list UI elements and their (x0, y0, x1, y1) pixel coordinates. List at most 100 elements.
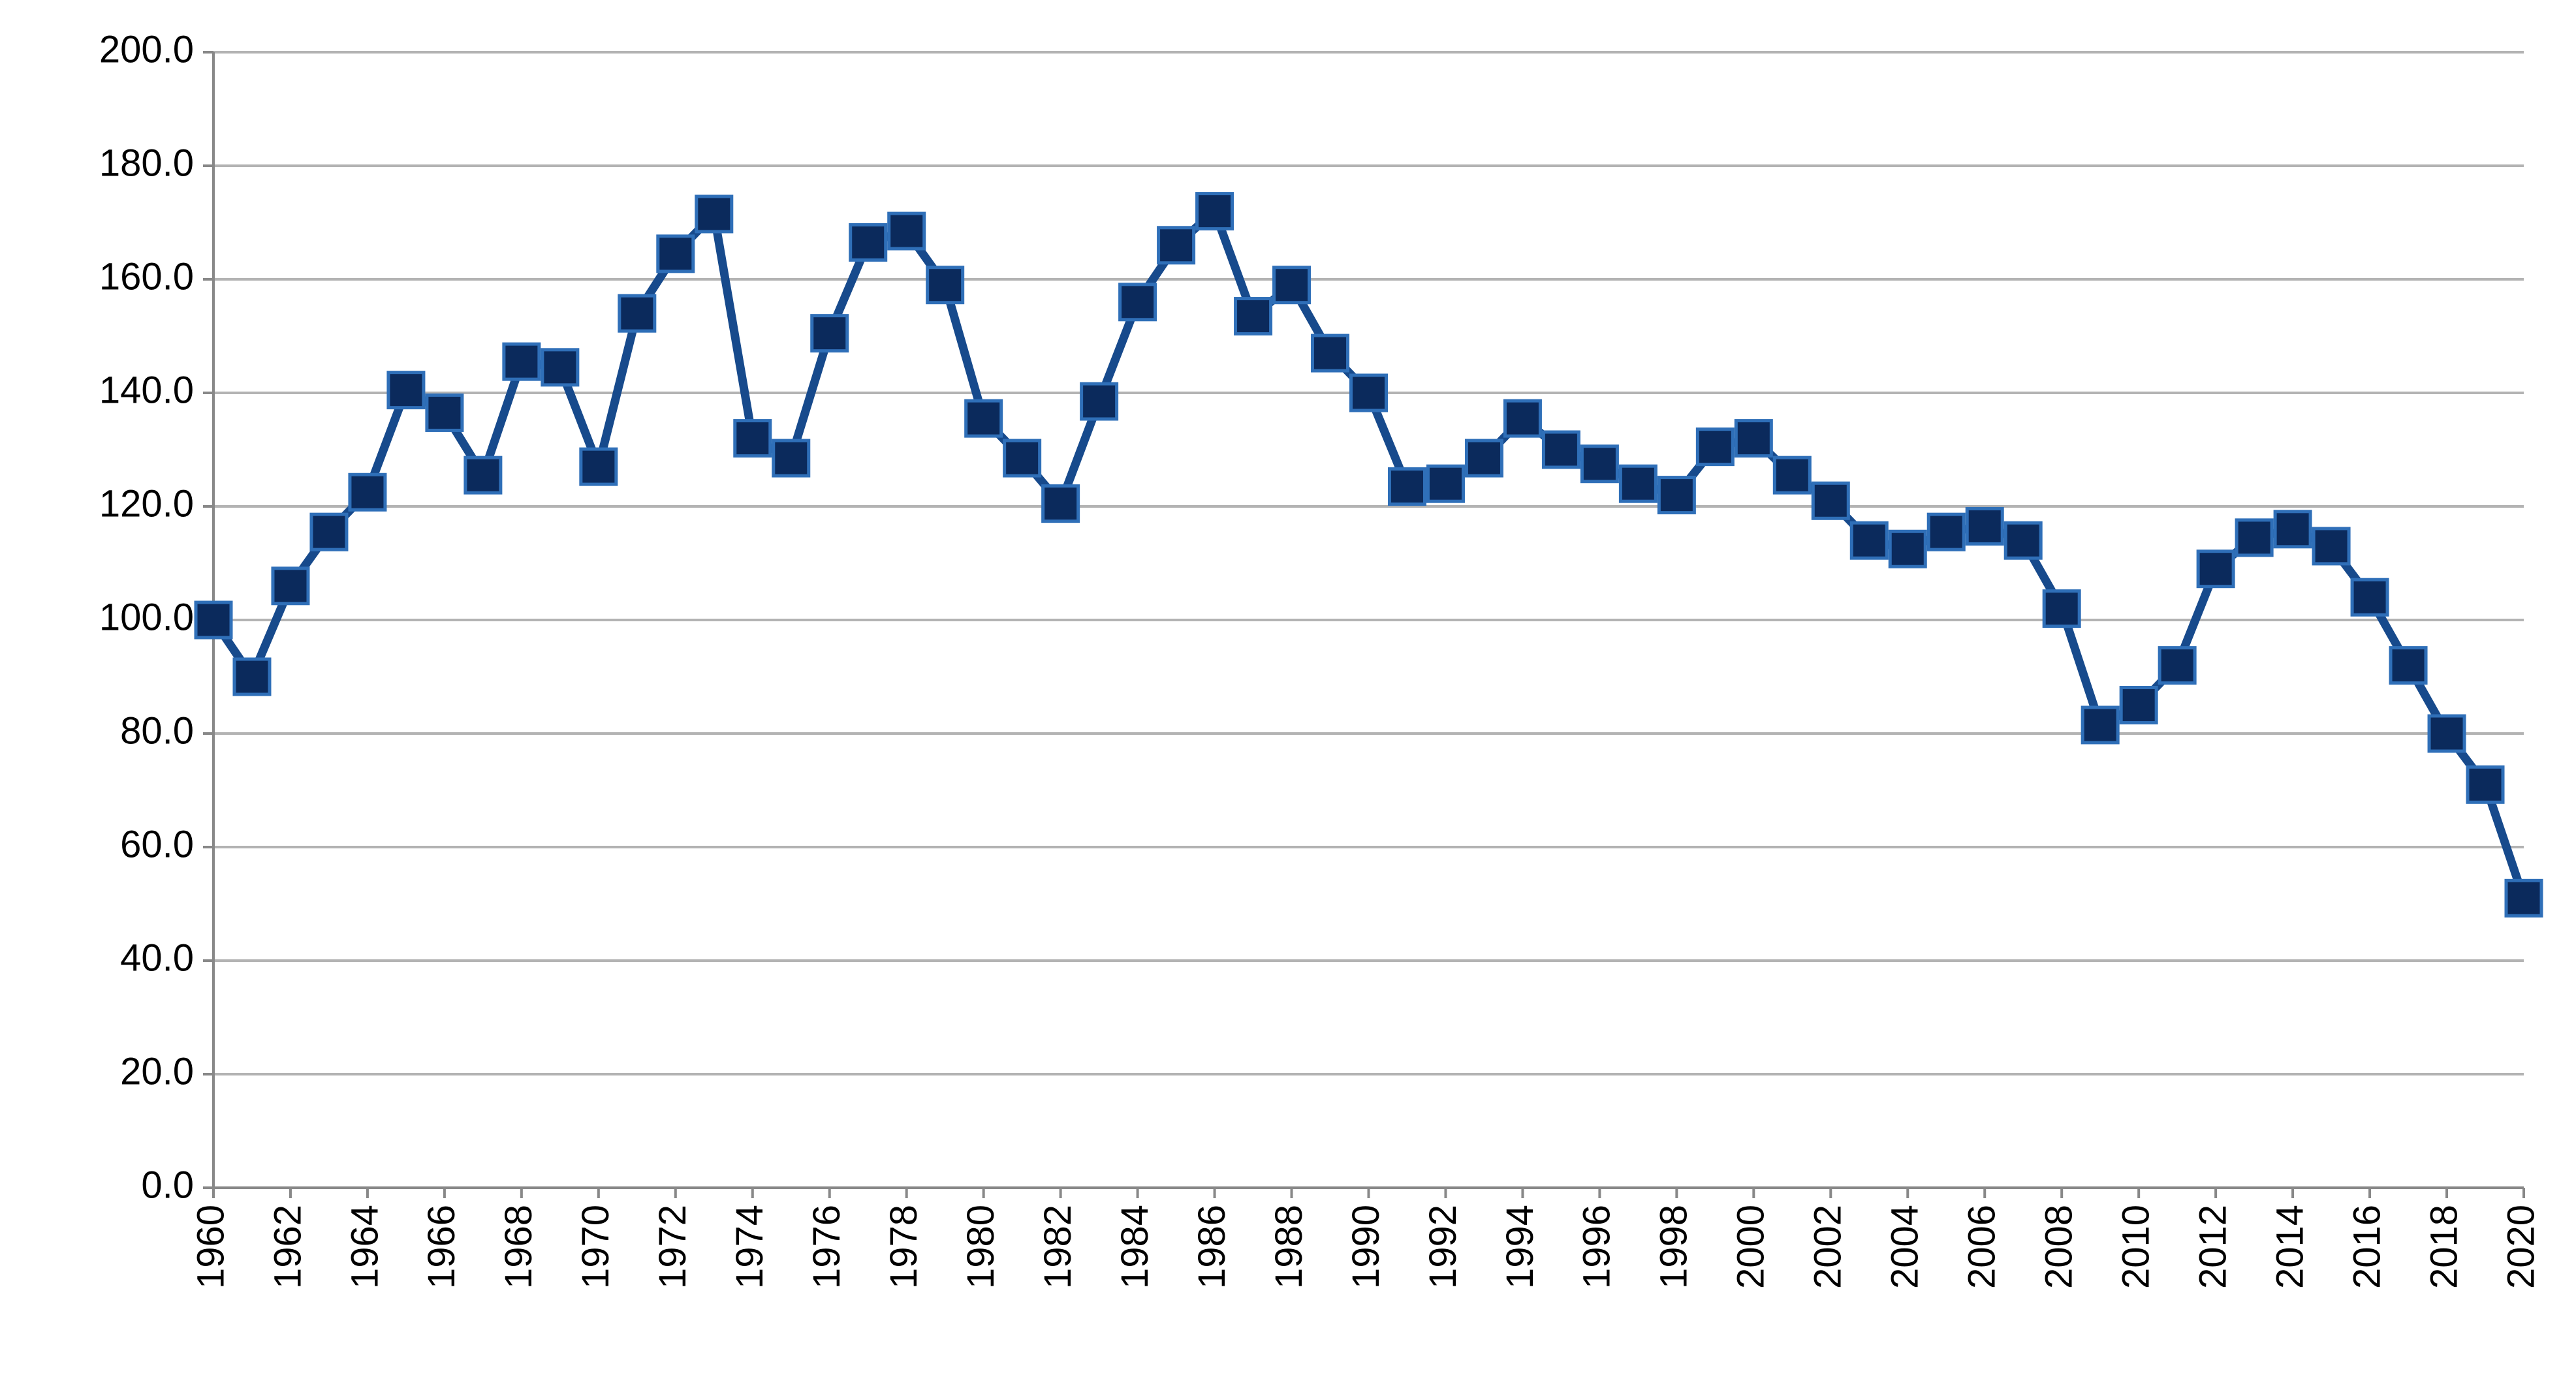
marker (2003, 521, 2043, 560)
x-tick-label: 1980 (960, 1205, 1002, 1289)
marker (2389, 646, 2428, 685)
marker (772, 439, 811, 478)
x-tick-label: 1976 (806, 1205, 848, 1289)
marker (2312, 527, 2351, 566)
marker (2427, 714, 2466, 753)
marker (695, 194, 734, 234)
marker (2158, 646, 2197, 685)
marker (1387, 467, 1426, 506)
marker (232, 657, 272, 696)
marker (1157, 226, 1196, 265)
marker (1195, 192, 1234, 231)
x-tick-label: 1986 (1191, 1205, 1233, 1289)
x-tick-label: 2020 (2500, 1205, 2542, 1289)
marker (1041, 484, 1080, 523)
x-tick-label: 1966 (420, 1205, 463, 1289)
marker (425, 393, 464, 432)
marker (1118, 283, 1157, 322)
x-tick-label: 1968 (497, 1205, 540, 1289)
marker (1657, 476, 1696, 515)
x-tick-label: 1988 (1268, 1205, 1310, 1289)
x-tick-label: 1982 (1037, 1205, 1079, 1289)
marker (1888, 529, 1927, 568)
marker (926, 266, 965, 305)
x-tick-label: 1990 (1345, 1205, 1387, 1289)
marker (1541, 430, 1580, 469)
x-tick-label: 2016 (2346, 1205, 2388, 1289)
marker (1811, 481, 1850, 520)
marker (502, 342, 541, 381)
x-tick-label: 1978 (883, 1205, 925, 1289)
x-tick-label: 2000 (1730, 1205, 1772, 1289)
x-tick-label: 1996 (1576, 1205, 1618, 1289)
marker (1580, 444, 1619, 484)
marker (271, 566, 310, 606)
y-tick-label: 0.0 (141, 1164, 194, 1206)
marker (1080, 382, 1119, 421)
x-tick-label: 2010 (2114, 1205, 2157, 1289)
marker (1618, 464, 1657, 503)
marker (1503, 399, 1542, 438)
y-tick-label: 120.0 (99, 482, 194, 525)
y-tick-label: 200.0 (99, 28, 194, 70)
marker (2235, 518, 2274, 557)
x-tick-label: 2004 (1884, 1205, 1926, 1289)
marker (386, 371, 426, 410)
marker (2273, 510, 2312, 549)
marker (194, 600, 233, 640)
x-tick-label: 2018 (2423, 1205, 2465, 1289)
marker (309, 512, 349, 551)
y-tick-label: 180.0 (99, 142, 194, 184)
marker (579, 447, 618, 486)
marker (1695, 427, 1735, 467)
marker (733, 419, 772, 458)
marker (1772, 456, 1812, 495)
line (210, 207, 2528, 900)
x-tick-label: 2002 (1807, 1205, 1849, 1289)
marker (2042, 589, 2081, 628)
marker (1926, 512, 1966, 551)
x-tick-label: 1972 (652, 1205, 694, 1289)
marker (2350, 578, 2389, 617)
marker (1272, 266, 1312, 305)
x-tick-label: 1994 (1499, 1205, 1541, 1289)
marker (1464, 439, 1503, 478)
y-tick-label: 20.0 (120, 1050, 194, 1092)
marker (2504, 878, 2543, 918)
x-tick-label: 2006 (1961, 1205, 2003, 1289)
marker (1965, 506, 2004, 546)
x-tick-label: 2008 (2038, 1205, 2081, 1289)
y-tick-label: 60.0 (120, 823, 194, 865)
y-tick-label: 100.0 (99, 596, 194, 638)
x-tick-label: 1992 (1422, 1205, 1464, 1289)
marker (463, 456, 503, 495)
marker (1003, 439, 1042, 478)
y-tick-label: 160.0 (99, 255, 194, 298)
marker (618, 294, 657, 333)
marker (1426, 464, 1465, 503)
marker (1734, 419, 1773, 458)
marker (1311, 333, 1350, 373)
marker (541, 348, 580, 387)
x-tick-label: 1998 (1653, 1205, 1695, 1289)
x-tick-label: 1960 (189, 1205, 232, 1289)
x-tick-label: 1962 (266, 1205, 309, 1289)
x-tick-label: 1984 (1114, 1205, 1156, 1289)
y-tick-label: 40.0 (120, 936, 194, 979)
x-tick-label: 2014 (2269, 1205, 2311, 1289)
marker (810, 314, 849, 353)
marker (2466, 765, 2505, 804)
marker (2119, 686, 2158, 724)
y-tick-label: 140.0 (99, 369, 194, 411)
marker (1849, 521, 1889, 560)
x-tick-label: 1970 (574, 1205, 617, 1289)
marker (1349, 373, 1388, 412)
marker (849, 223, 888, 262)
y-tick-label: 80.0 (120, 709, 194, 752)
x-tick-label: 1974 (729, 1205, 771, 1289)
marker (656, 234, 695, 273)
marker (1234, 297, 1273, 336)
marker (2081, 705, 2120, 745)
marker (2196, 549, 2235, 589)
